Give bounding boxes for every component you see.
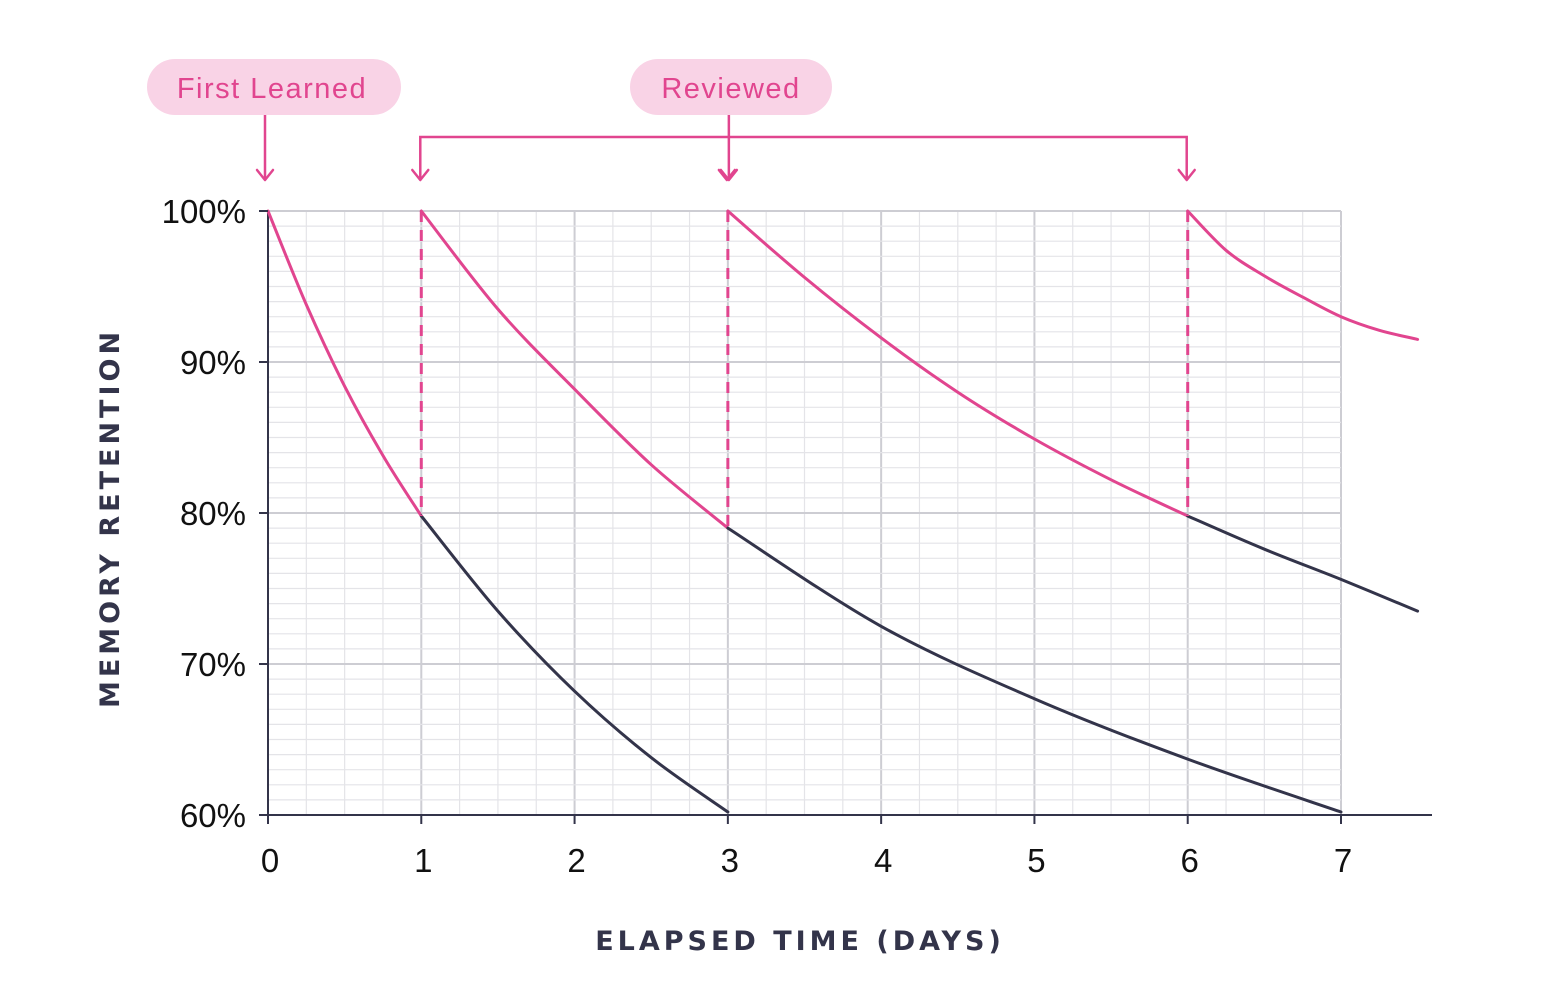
arrow-head — [1177, 168, 1196, 182]
curve-forgotten-after-learning — [419, 514, 730, 814]
x-tick-label: 5 — [1027, 842, 1045, 879]
curve-retained-after-review-1 — [419, 209, 730, 530]
y-tick-label: 100% — [162, 193, 246, 230]
x-tick-label: 7 — [1334, 842, 1352, 879]
x-tick-label: 6 — [1181, 842, 1199, 879]
reviewed-bracket — [419, 135, 1188, 179]
x-tick-label: 1 — [414, 842, 432, 879]
curve-retained-after-review-3 — [1186, 209, 1420, 341]
x-tick-label: 2 — [567, 842, 585, 879]
x-tick-label: 3 — [721, 842, 739, 879]
arrow-head — [255, 168, 275, 182]
curve-retained-after-learning — [266, 209, 423, 518]
y-tick-label: 90% — [180, 344, 246, 381]
y-axis-title: MEMORY RETENTION — [95, 328, 126, 708]
reviewed-pill — [630, 59, 832, 115]
curve-retained-after-review-2 — [726, 209, 1190, 518]
curve-forgotten-after-review-2 — [1186, 514, 1420, 613]
arrow-head — [717, 168, 737, 182]
arrow-head — [719, 168, 739, 182]
reviewed-label: Reviewed — [661, 73, 800, 105]
x-tick-label: 4 — [874, 842, 892, 879]
curve-forgotten-after-review-1 — [726, 526, 1343, 814]
y-tick-label: 60% — [180, 797, 246, 834]
y-tick-label: 80% — [180, 495, 246, 532]
arrow-head — [411, 168, 430, 182]
x-axis-title: ELAPSED TIME (DAYS) — [595, 926, 1005, 957]
y-tick-label: 70% — [180, 646, 246, 683]
x-tick-label: 0 — [261, 842, 279, 879]
first-learned-pill — [147, 59, 401, 115]
first-learned-label: First Learned — [177, 73, 367, 105]
